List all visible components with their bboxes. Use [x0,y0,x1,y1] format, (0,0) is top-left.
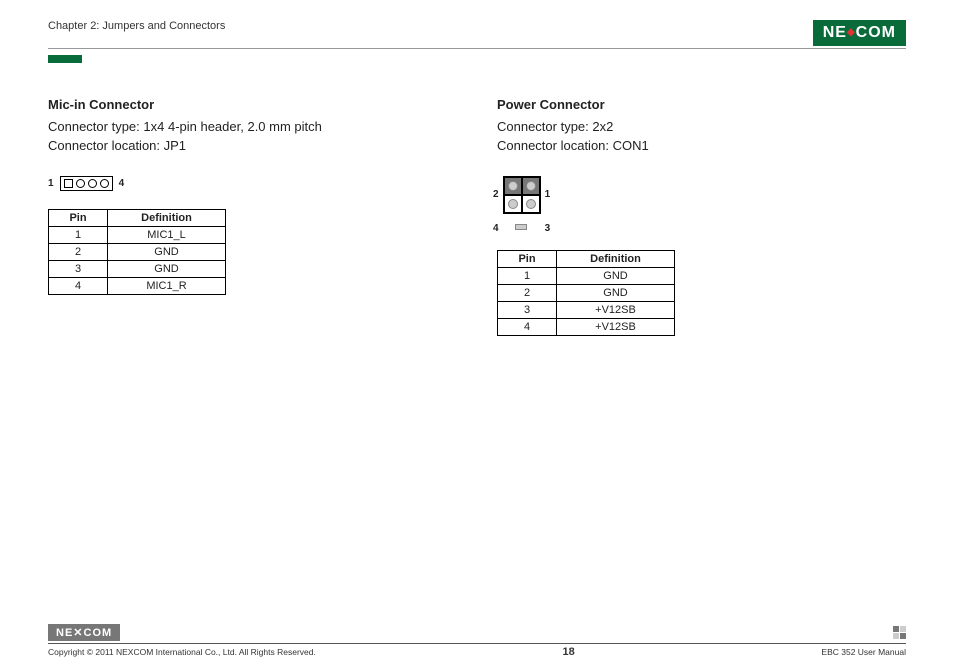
page-footer: NE✕COM Copyright © 2011 NEXCOM Internati… [48,624,906,658]
cell-pin: 4 [498,318,557,335]
mic-pin1-label: 1 [48,178,54,189]
nexcom-logo: NE◆COM [813,20,906,46]
col-def: Definition [557,250,675,267]
footer-logo: NE✕COM [48,624,120,641]
power-pin1-label: 1 [545,189,551,200]
pin-dot-icon [508,199,518,209]
copyright-text: Copyright © 2011 NEXCOM International Co… [48,647,316,657]
cell-def: +V12SB [557,318,675,335]
cell-pin: 3 [498,301,557,318]
cell-pin: 4 [49,277,108,294]
footer-squares-icon [893,626,906,639]
col-def: Definition [108,209,226,226]
mic-diagram: 1 4 [48,176,457,191]
cell-def: GND [108,243,226,260]
table-row: 3GND [49,260,226,277]
cell-def: GND [557,267,675,284]
mic-section: Mic-in Connector Connector type: 1x4 4-p… [48,97,457,336]
table-row: 3+V12SB [498,301,675,318]
logo-sep: ✕ [73,627,83,639]
table-row: 1MIC1_L [49,226,226,243]
connector-tab-icon [515,224,527,230]
cell-pin: 3 [49,260,108,277]
page-header: Chapter 2: Jumpers and Connectors NE◆COM [48,20,906,49]
power-line2: Connector location: CON1 [497,137,906,156]
mic-heading: Mic-in Connector [48,97,457,112]
cell-def: +V12SB [557,301,675,318]
col-pin: Pin [49,209,108,226]
chapter-title: Chapter 2: Jumpers and Connectors [48,20,225,32]
table-row: 4+V12SB [498,318,675,335]
table-row: 2GND [498,284,675,301]
power-heading: Power Connector [497,97,906,112]
power-diagram: 2 1 4 3 [493,176,906,230]
cell-pin: 2 [49,243,108,260]
mic-pin-table: Pin Definition 1MIC1_L 2GND 3GND 4MIC1_R [48,209,226,295]
footer-line: Copyright © 2011 NEXCOM International Co… [48,646,906,658]
mic-pin4-label: 4 [119,178,125,189]
table-header-row: Pin Definition [49,209,226,226]
cell-def: GND [108,260,226,277]
cell-pin: 1 [49,226,108,243]
pin-circle-icon [88,179,97,188]
table-header-row: Pin Definition [498,250,675,267]
conn-cell [504,177,522,195]
table-row: 2GND [49,243,226,260]
power-diagram-row1: 2 1 [493,176,550,214]
conn-cell [522,195,540,213]
col-pin: Pin [498,250,557,267]
mic-line1: Connector type: 1x4 4-pin header, 2.0 mm… [48,118,457,137]
mic-line2: Connector location: JP1 [48,137,457,156]
cell-pin: 2 [498,284,557,301]
header-1x4-icon [60,176,113,191]
pin-dot-icon [508,181,518,191]
logo-text-com: COM [856,24,896,42]
cell-pin: 1 [498,267,557,284]
mic-description: Connector type: 1x4 4-pin header, 2.0 mm… [48,118,457,156]
cell-def: MIC1_L [108,226,226,243]
connector-2x2-icon [503,176,541,214]
content-area: Mic-in Connector Connector type: 1x4 4-p… [48,97,906,336]
page-number: 18 [563,646,575,658]
power-pin4-label: 4 [493,223,499,234]
footer-bar: NE✕COM [48,624,906,644]
manual-name: EBC 352 User Manual [821,647,906,657]
table-row: 4MIC1_R [49,277,226,294]
conn-cell [504,195,522,213]
accent-bar [48,55,82,63]
power-section: Power Connector Connector type: 2x2 Conn… [497,97,906,336]
pin-dot-icon [526,181,536,191]
cell-def: MIC1_R [108,277,226,294]
power-description: Connector type: 2x2 Connector location: … [497,118,906,156]
logo-dot-icon: ◆ [847,27,856,38]
power-pin2-label: 2 [493,189,499,200]
logo-text-ne: NE [823,24,847,42]
conn-cell [522,177,540,195]
power-pin-table: Pin Definition 1GND 2GND 3+V12SB 4+V12SB [497,250,675,336]
pin-dot-icon [526,199,536,209]
cell-def: GND [557,284,675,301]
power-line1: Connector type: 2x2 [497,118,906,137]
power-pin3-label: 3 [545,223,551,234]
pin-circle-icon [100,179,109,188]
pin-circle-icon [76,179,85,188]
table-row: 1GND [498,267,675,284]
pin-square-icon [64,179,73,188]
